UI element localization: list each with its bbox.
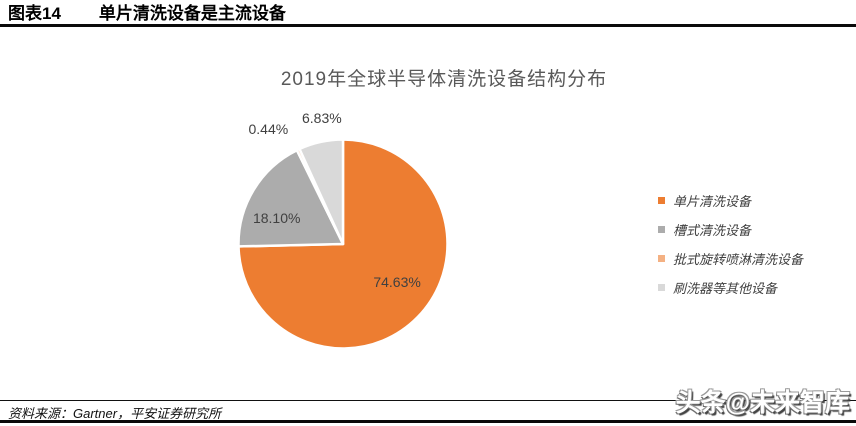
figure-header: 图表14 单片清洗设备是主流设备 xyxy=(8,3,286,24)
legend-item-2: 批式旋转喷淋清洗设备 xyxy=(658,248,803,268)
chart-legend: 单片清洗设备 槽式清洗设备批式旋转喷淋清洗设备 刷洗器等其他设备 xyxy=(658,190,803,306)
legend-item-1: 槽式清洗设备 xyxy=(658,219,803,239)
legend-label: 刷洗器等其他设备 xyxy=(673,281,778,297)
legend-swatch-icon xyxy=(658,225,665,233)
legend-swatch-icon xyxy=(658,196,665,204)
legend-swatch-icon xyxy=(658,254,665,262)
watermark: 头条@未来智库 xyxy=(675,389,850,417)
footer-divider-thick xyxy=(0,420,856,423)
footer-divider-thin xyxy=(0,400,856,401)
pie-slice-3 xyxy=(298,138,345,246)
legend-item-0: 单片清洗设备 xyxy=(658,190,803,210)
chart-title: 2019年全球半导体清洗设备结构分布 xyxy=(280,69,608,90)
figure-header-title: 单片清洗设备是主流设备 xyxy=(98,4,286,23)
legend-swatch-icon xyxy=(658,283,665,291)
pie-slice-0 xyxy=(237,138,449,350)
legend-item-3: 刷洗器等其他设备 xyxy=(658,277,803,297)
data-label-3: 6.83% xyxy=(301,109,342,126)
pie-plot xyxy=(237,138,449,350)
source-note: 资料来源：Gartner，平安证券研究所 xyxy=(8,406,222,421)
figure-number: 图表14 xyxy=(8,4,61,23)
legend-label: 批式旋转喷淋清洗设备 xyxy=(673,252,804,268)
legend-label: 槽式清洗设备 xyxy=(673,223,752,239)
header-divider xyxy=(0,24,856,27)
pie-slice-1 xyxy=(237,148,345,248)
legend-label: 单片清洗设备 xyxy=(673,194,752,210)
